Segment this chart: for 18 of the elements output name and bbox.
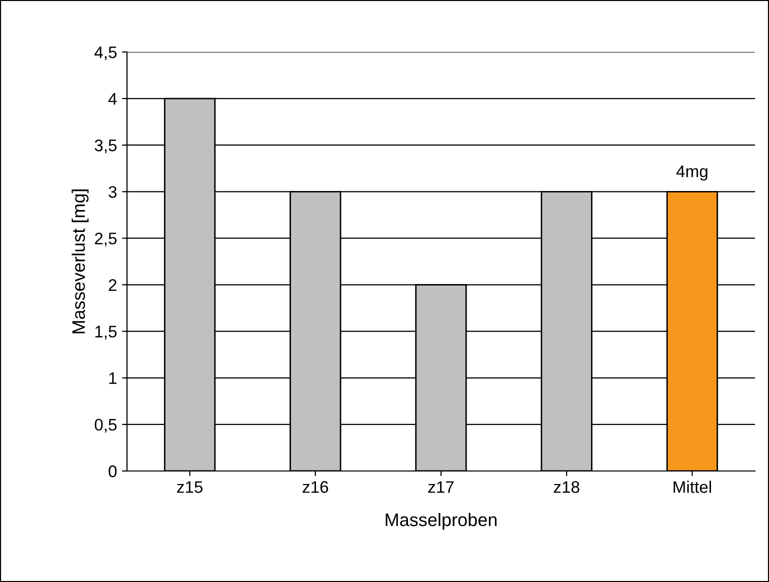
x-tick-label: z17: [428, 481, 454, 493]
x-tick-label: Mittel: [674, 480, 711, 493]
x-tick-label: z18: [554, 481, 580, 493]
y-tick-label: 0,5: [94, 418, 117, 433]
x-tick-label: z16: [302, 481, 328, 493]
y-tick-label: 0: [108, 465, 117, 478]
y-tick-label: 1,5: [95, 326, 117, 340]
y-tick-label: 4: [108, 93, 117, 105]
y-tick-label: 4,5: [94, 46, 117, 60]
y-tick-label: 3,5: [94, 140, 117, 154]
x-tick-label: z15: [177, 481, 203, 493]
y-tick-label: 3: [108, 186, 117, 198]
y-tick-label: 1: [109, 372, 116, 384]
y-axis-title: Masseverlust [mg]: [72, 190, 89, 334]
x-axis-title: Masselproben: [386, 512, 497, 530]
annotation: 4mg: [676, 166, 708, 181]
y-tick-label: 2: [108, 279, 116, 291]
y-tick-label: 2,5: [94, 232, 117, 246]
